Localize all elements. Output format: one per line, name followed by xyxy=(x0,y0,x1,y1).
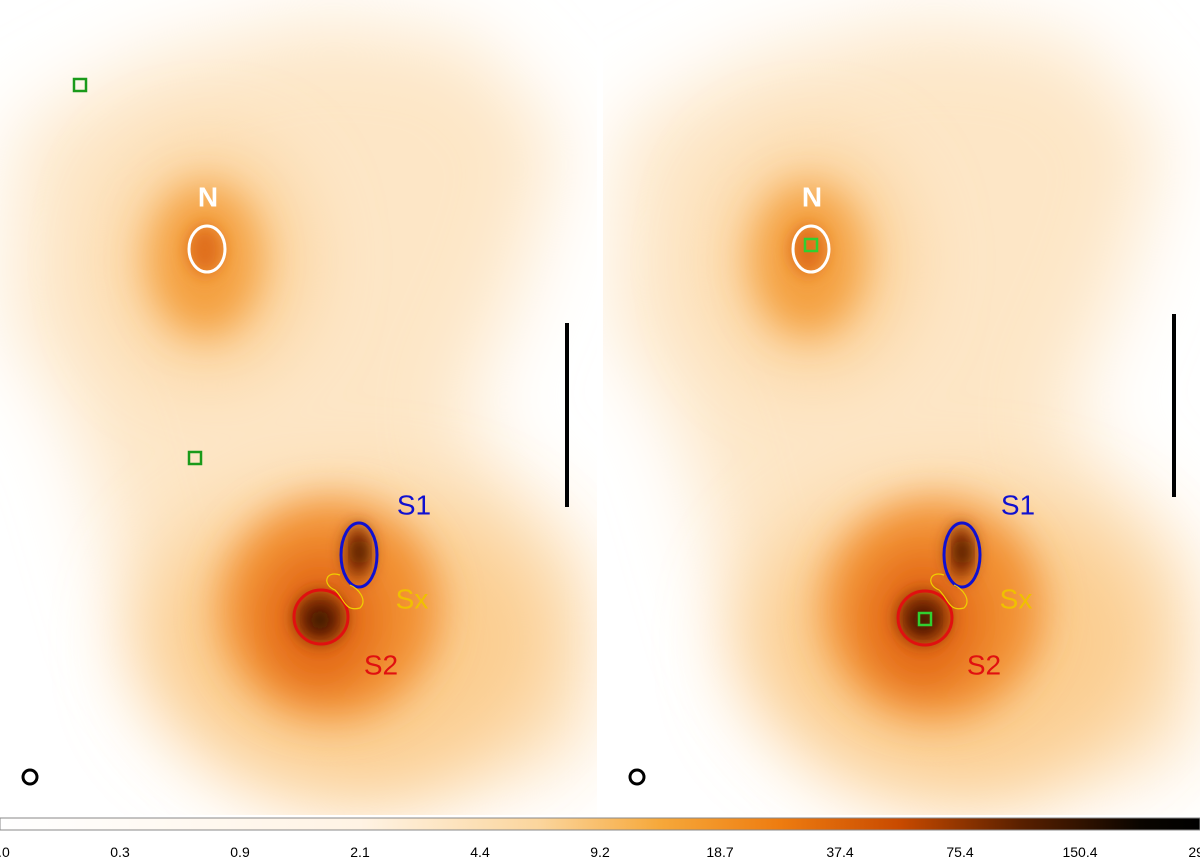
colorbar xyxy=(0,817,1200,831)
colorbar-ticks: 0.0 0.3 0.9 2.1 4.4 9.2 18.7 37.4 75.4 150.4 299 xyxy=(0,844,1200,860)
colorbar-tick-label: 37.4 xyxy=(826,844,853,860)
colorbar-tick-label: 18.7 xyxy=(706,844,733,860)
label: Sx xyxy=(1000,583,1033,614)
label: Sx xyxy=(396,583,429,614)
left-panel: N S1 Sx S2 xyxy=(10,20,590,800)
right-panel: N S1 Sx S2 xyxy=(613,20,1193,800)
colorbar-tick-label: 75.4 xyxy=(946,844,973,860)
colorbar-tick-label: 9.2 xyxy=(590,844,610,860)
colorbar-tick-label: 0.9 xyxy=(230,844,250,860)
colorbar-tick-label: 4.4 xyxy=(470,844,490,860)
label: S2 xyxy=(967,649,1001,680)
colorbar-tick-label: 150.4 xyxy=(1062,844,1097,860)
label: N xyxy=(198,181,218,212)
label: N xyxy=(802,181,822,212)
colorbar-tick-label: 0.0 xyxy=(0,844,10,860)
label: S1 xyxy=(397,489,431,520)
label: S1 xyxy=(1001,489,1035,520)
colorbar-tick-label: 0.3 xyxy=(110,844,130,860)
label: S2 xyxy=(364,649,398,680)
colorbar-tick-label: 299 xyxy=(1188,844,1200,860)
colorbar-tick-label: 2.1 xyxy=(350,844,370,860)
